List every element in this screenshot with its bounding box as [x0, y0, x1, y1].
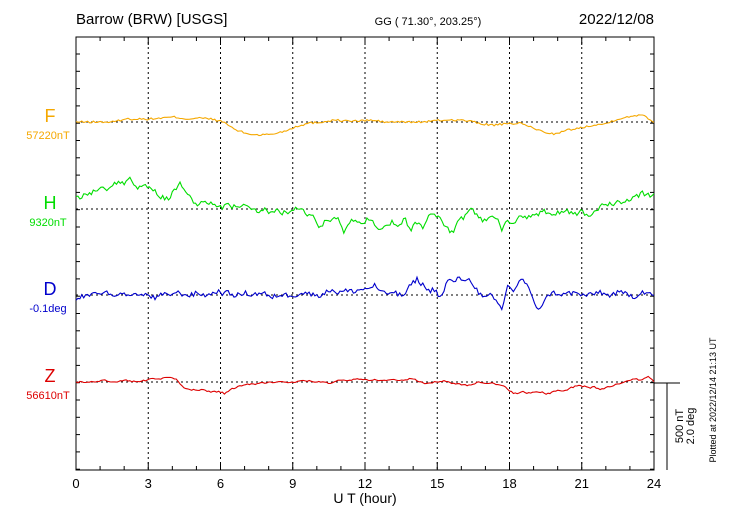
x-tick-label: 3: [145, 476, 152, 491]
series-label-z: Z: [45, 366, 56, 386]
series-label-d: D: [44, 279, 57, 299]
baseline-value-f: 57220nT: [26, 130, 70, 142]
x-tick-label: 18: [502, 476, 516, 491]
x-tick-labels: 0 3 6 9 12 15 18 21 24: [72, 476, 661, 491]
x-tick-label: 15: [430, 476, 444, 491]
series-line-d: [75, 275, 655, 312]
x-tick-label: 9: [289, 476, 296, 491]
series-group: F 57220nT H 9320nT D -0.1deg Z 56610nT: [26, 106, 655, 402]
x-tick-label: 12: [358, 476, 372, 491]
scale-bar: 500 nT 2.0 deg: [654, 382, 697, 470]
scale-nt-label: 500 nT: [674, 409, 686, 444]
series-label-h: H: [44, 193, 57, 213]
x-tick-label: 24: [647, 476, 661, 491]
x-tick-label: 21: [575, 476, 589, 491]
scale-deg-label: 2.0 deg: [685, 408, 697, 445]
geographic-coords: GG ( 71.30°, 203.25°): [375, 16, 482, 28]
series-line-h: [75, 176, 655, 235]
series-line-z: [75, 375, 655, 395]
x-tick-label: 6: [217, 476, 224, 491]
baseline-value-h: 9320nT: [29, 217, 67, 229]
x-tick-label: 0: [72, 476, 79, 491]
grid-lines: [147, 37, 583, 470]
baseline-value-z: 56610nT: [26, 390, 70, 402]
station-title: Barrow (BRW) [USGS]: [76, 11, 227, 28]
axis-ticks: [75, 37, 655, 470]
x-axis-label: U T (hour): [333, 490, 396, 506]
baseline-value-d: -0.1deg: [29, 303, 66, 315]
series-line-f: [75, 114, 655, 137]
series-label-f: F: [45, 106, 56, 126]
chart-date: 2022/12/08: [579, 11, 654, 28]
plot-timestamp: Plotted at 2022/12/14 21:13 UT: [708, 337, 718, 463]
